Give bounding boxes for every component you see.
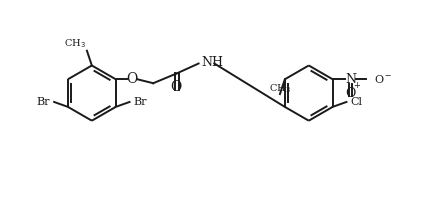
Text: Br: Br <box>37 97 50 107</box>
Text: Br: Br <box>133 97 147 107</box>
Text: CH$_3$: CH$_3$ <box>269 82 291 95</box>
Text: NH: NH <box>202 56 224 69</box>
Text: O: O <box>126 72 137 86</box>
Text: Cl: Cl <box>351 97 362 107</box>
Text: O: O <box>345 87 356 100</box>
Text: CH$_3$: CH$_3$ <box>64 37 86 50</box>
Text: N: N <box>345 73 356 86</box>
Text: +: + <box>353 81 360 90</box>
Text: O$^-$: O$^-$ <box>374 73 392 85</box>
Text: O: O <box>170 80 182 94</box>
